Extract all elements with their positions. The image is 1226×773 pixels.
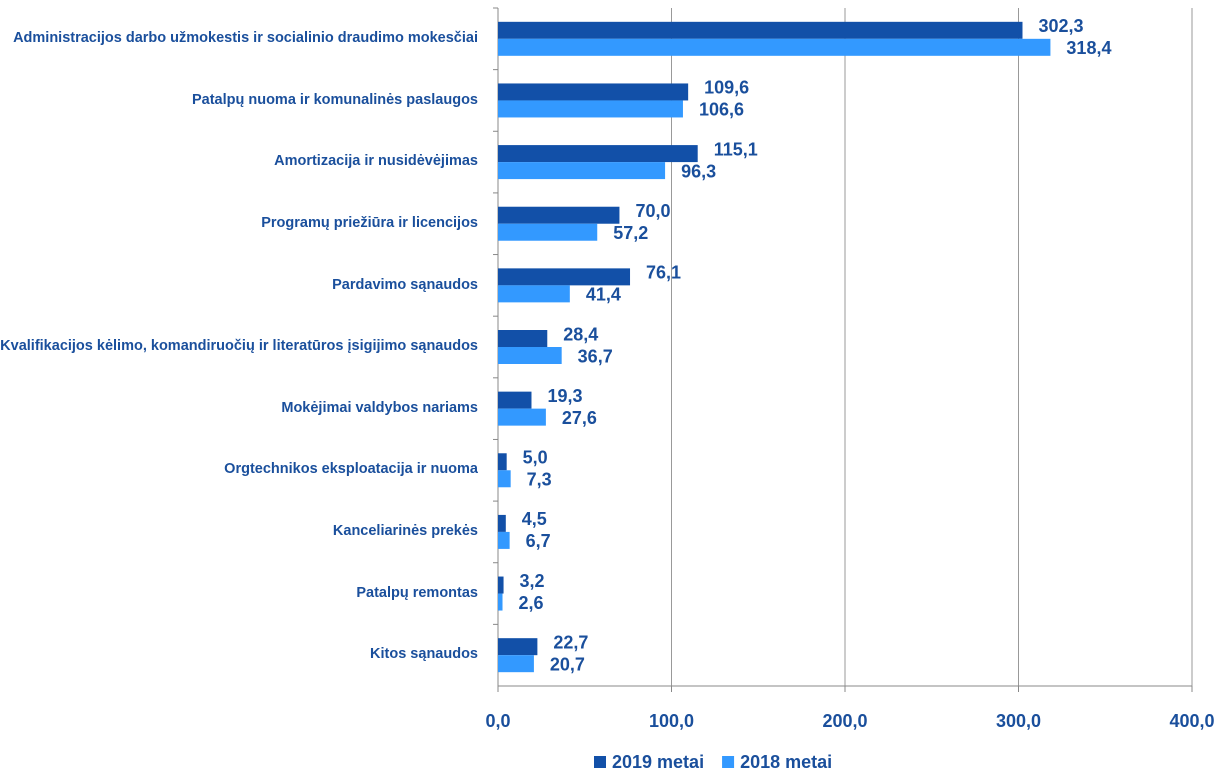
bar [498, 38, 1051, 56]
data-label: 57,2 [613, 223, 648, 243]
bar [498, 83, 689, 101]
category-label-text: Administracijos darbo užmokestis ir soci… [13, 30, 478, 47]
category-label-text: Kanceliarinės prekės [332, 523, 478, 540]
category-label-text: Orgtechnikos eksploatacija ir nuoma [224, 461, 478, 478]
category-label: Mokėjimai valdybos nariams [281, 399, 478, 416]
bar [498, 285, 570, 303]
legend-swatch [594, 756, 606, 768]
data-label: 318,4 [1066, 38, 1111, 58]
data-label: 70,0 [635, 201, 670, 221]
data-label: 115,1 [714, 139, 758, 159]
category-label-text: Kitos sąnaudos [370, 646, 478, 663]
data-label: 22,7 [553, 632, 588, 652]
bar [498, 391, 532, 409]
data-label: 302,3 [1038, 16, 1083, 36]
category-label-text: Patalpų remontas [356, 584, 478, 601]
bar [498, 162, 666, 180]
bar [498, 470, 511, 488]
data-label: 19,3 [547, 386, 582, 406]
bar [498, 593, 503, 611]
bar [498, 453, 507, 471]
category-label: Orgtechnikos eksploatacija ir nuoma [224, 461, 478, 478]
data-label: 2,6 [519, 593, 544, 613]
data-label: 109,6 [704, 78, 749, 98]
data-label: 7,3 [527, 470, 552, 490]
data-label: 6,7 [526, 531, 551, 551]
bar [498, 206, 620, 224]
data-label: 27,6 [562, 408, 597, 428]
x-tick-label: 400,0 [1169, 711, 1214, 731]
data-label: 76,1 [646, 263, 681, 283]
data-label: 96,3 [681, 161, 716, 181]
bar [498, 514, 506, 532]
bar [498, 21, 1023, 39]
category-label: Amortizacija ir nusidėvėjimas [274, 153, 478, 170]
bar [498, 576, 504, 594]
bar [498, 145, 698, 163]
data-label: 4,5 [522, 509, 547, 529]
data-label: 41,4 [586, 285, 621, 305]
category-label: Programų priežiūra ir licencijos [261, 214, 478, 231]
data-label: 106,6 [699, 100, 744, 120]
category-label: Patalpų nuoma ir komunalinės paslaugos [191, 91, 478, 108]
category-label-text: Mokėjimai valdybos nariams [281, 399, 478, 416]
data-label: 5,0 [523, 448, 548, 468]
category-label-text: Programų priežiūra ir licencijos [261, 214, 478, 231]
bar [498, 655, 534, 673]
bar [498, 330, 548, 347]
category-label-text: Amortizacija ir nusidėvėjimas [274, 153, 478, 170]
x-tick-label: 200,0 [822, 711, 867, 731]
legend-label: 2018 metai [740, 752, 832, 772]
legend-label: 2019 metai [612, 752, 704, 772]
category-label-text: Patalpų nuoma ir komunalinės paslaugos [191, 91, 478, 108]
bar [498, 408, 546, 426]
category-label: Kitos sąnaudos [370, 646, 478, 663]
x-tick-label: 300,0 [996, 711, 1041, 731]
category-label-text: Pardavimo sąnaudos [332, 276, 478, 293]
bar [498, 223, 598, 241]
data-label: 20,7 [550, 654, 585, 674]
data-label: 28,4 [563, 324, 598, 344]
category-label: Administracijos darbo užmokestis ir soci… [13, 30, 478, 47]
category-label: Patalpų remontas [356, 584, 478, 601]
bar [498, 531, 510, 549]
category-label: Pardavimo sąnaudos [332, 276, 478, 293]
category-label-text: Kvalifikacijos kėlimo, komandiruočių ir … [0, 338, 478, 355]
data-label: 36,7 [578, 346, 613, 366]
legend-swatch [722, 756, 735, 768]
data-label: 3,2 [520, 571, 545, 591]
bar [498, 268, 631, 286]
category-label: Kvalifikacijos kėlimo, komandiruočių ir … [0, 338, 478, 355]
bar [498, 100, 683, 118]
bar [498, 347, 562, 364]
category-label: Kanceliarinės prekės [332, 523, 478, 540]
x-tick-label: 0,0 [485, 711, 510, 731]
bar [498, 638, 538, 656]
x-tick-label: 100,0 [649, 711, 694, 731]
